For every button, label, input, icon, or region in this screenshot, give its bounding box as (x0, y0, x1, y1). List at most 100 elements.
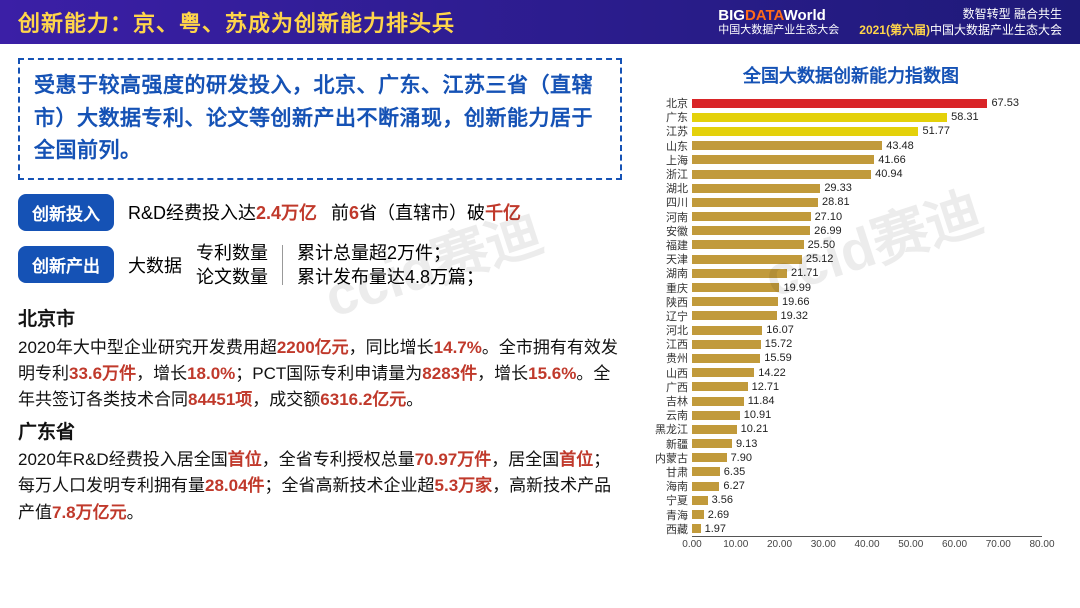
chart-row: 广西12.71 (692, 380, 1042, 394)
chart-bar (692, 141, 882, 150)
chart-bar (692, 255, 802, 264)
bar-track: 21.71 (692, 269, 1042, 278)
narrative-heading: 广东省 (18, 418, 622, 447)
chart-bar (692, 326, 762, 335)
chart-row: 江苏51.77 (692, 124, 1042, 138)
chart-bar (692, 127, 918, 136)
text-fragment: ，全省专利授权总量 (262, 450, 415, 469)
chart-bar (692, 510, 704, 519)
chart-x-tick: 20.00 (767, 539, 792, 550)
chart-x-axis: 0.0010.0020.0030.0040.0050.0060.0070.008… (692, 536, 1042, 560)
chart-row: 河北16.07 (692, 323, 1042, 337)
bar-track: 12.71 (692, 382, 1042, 391)
pill-row-output: 创新产出 大数据 专利数量 论文数量 累计总量超2万件； 累计发布量达4.8万篇… (18, 241, 622, 290)
chart-bar (692, 524, 701, 533)
topbar-right: BIGDATAWorld 中国大数据产业生态大会 数智转型 融合共生 2021(… (718, 6, 1062, 38)
chart-row: 贵州15.59 (692, 351, 1042, 365)
chart-x-tick: 60.00 (942, 539, 967, 550)
chart-bar (692, 240, 804, 249)
chart-value-label: 19.32 (781, 310, 809, 322)
bar-track: 15.59 (692, 354, 1042, 363)
chart-value-label: 67.53 (991, 97, 1019, 109)
conf-line1: 数智转型 融合共生 (859, 6, 1062, 22)
chart-bar (692, 99, 987, 108)
narrative-paragraph: 2020年大中型企业研究开发费用超2200亿元，同比增长14.7%。全市拥有有效… (18, 335, 622, 414)
bar-track: 7.90 (692, 453, 1042, 462)
text-fragment: 14.7% (434, 338, 482, 357)
logo-accent: DATA (745, 7, 784, 24)
chart-bar (692, 198, 818, 207)
chart-row: 山西14.22 (692, 366, 1042, 380)
bar-track: 40.94 (692, 170, 1042, 179)
chart-bar (692, 368, 754, 377)
text-fragment: 2020年R&D经费投入居全国 (18, 450, 228, 469)
chart-value-label: 25.12 (806, 253, 834, 265)
chart-value-label: 29.33 (824, 182, 852, 194)
text-fragment: ；全省高新技术企业超 (265, 476, 435, 495)
chart-bar (692, 354, 760, 363)
chart-value-label: 25.50 (808, 239, 836, 251)
chart-x-tick: 30.00 (811, 539, 836, 550)
slide-title: 创新能力：京、粤、苏成为创新能力排头兵 (18, 6, 718, 38)
chart-bar (692, 155, 874, 164)
chart-title: 全国大数据创新能力指数图 (640, 62, 1062, 88)
text-fragment: 首位 (228, 450, 262, 469)
chart-row: 内蒙古7.90 (692, 451, 1042, 465)
bar-track: 1.97 (692, 524, 1042, 533)
chart-value-label: 28.81 (822, 196, 850, 208)
bar-track: 9.13 (692, 439, 1042, 448)
pill-cell: 前6省（直辖市）破千亿 (331, 199, 521, 225)
innovation-index-chart: 北京67.53广东58.31江苏51.77山东43.48上海41.66浙江40.… (640, 96, 1062, 560)
chart-row: 江西15.72 (692, 337, 1042, 351)
conf-name: 中国大数据产业生态大会 (930, 23, 1062, 37)
bar-track: 2.69 (692, 510, 1042, 519)
chart-bar (692, 184, 820, 193)
chart-bar (692, 170, 871, 179)
chart-value-label: 15.59 (764, 352, 792, 364)
chart-bar (692, 496, 708, 505)
conf-year: 2021(第六届) (859, 23, 930, 37)
text-fragment: 千亿 (485, 203, 521, 223)
text-fragment: ，增长 (477, 364, 528, 383)
chart-value-label: 43.48 (886, 140, 914, 152)
pill-label: 创新投入 (18, 194, 114, 231)
chart-value-label: 41.66 (878, 154, 906, 166)
chart-bar (692, 382, 748, 391)
chart-x-tick: 50.00 (898, 539, 923, 550)
conference-title: 数智转型 融合共生 2021(第六届)中国大数据产业生态大会 (859, 6, 1062, 38)
pill-section: 创新投入 R&D经费投入达2.4万亿 前6省（直辖市）破千亿 创新产出 大数据 … (18, 194, 622, 290)
bar-track: 16.07 (692, 326, 1042, 335)
chart-row: 上海41.66 (692, 153, 1042, 167)
bar-track: 41.66 (692, 155, 1042, 164)
text-fragment: 15.6% (528, 364, 576, 383)
chart-value-label: 27.10 (815, 211, 843, 223)
chart-row: 湖南21.71 (692, 266, 1042, 280)
chart-row: 吉林11.84 (692, 394, 1042, 408)
chart-value-label: 7.90 (731, 452, 752, 464)
text-fragment: 8283件 (422, 364, 477, 383)
chart-bar (692, 411, 740, 420)
chart-value-label: 58.31 (951, 111, 979, 123)
chart-value-label: 14.22 (758, 367, 786, 379)
chart-bar (692, 311, 777, 320)
stack-item: 累计总量超2万件； (297, 241, 484, 265)
chart-value-label: 1.97 (705, 523, 726, 535)
chart-value-label: 6.35 (724, 466, 745, 478)
chart-row: 辽宁19.32 (692, 309, 1042, 323)
logo-subtitle: 中国大数据产业生态大会 (718, 24, 839, 36)
bar-track: 10.91 (692, 411, 1042, 420)
text-fragment: 2020年大中型企业研究开发费用超 (18, 338, 277, 357)
chart-bar (692, 226, 810, 235)
chart-row: 海南6.27 (692, 479, 1042, 493)
chart-row: 北京67.53 (692, 96, 1042, 110)
chart-row: 广东58.31 (692, 110, 1042, 124)
text-fragment: 2.4万亿 (256, 203, 317, 223)
text-fragment: 首位 (559, 450, 593, 469)
chart-row: 安徽26.99 (692, 224, 1042, 238)
text-fragment: 6316.2亿元 (320, 390, 406, 409)
text-fragment: 70.97万件 (415, 450, 492, 469)
chart-bar (692, 453, 727, 462)
summary-callout: 受惠于较高强度的研发投入，北京、广东、江苏三省（直辖市）大数据专利、论文等创新产… (18, 58, 622, 180)
chart-value-label: 10.91 (744, 409, 772, 421)
text-fragment: ，增长 (136, 364, 187, 383)
